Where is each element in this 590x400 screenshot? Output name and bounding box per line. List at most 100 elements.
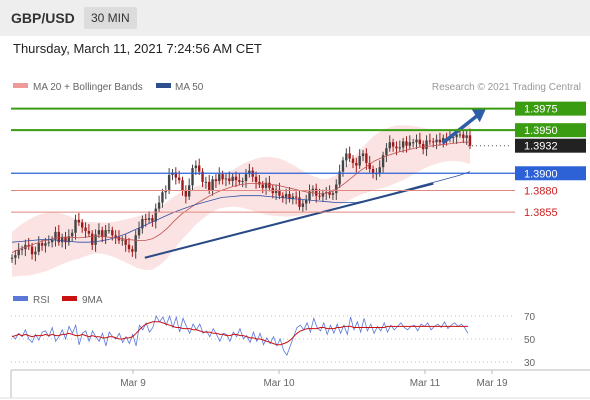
candle-body bbox=[87, 231, 91, 234]
candle-body bbox=[321, 193, 325, 197]
candle-body bbox=[318, 195, 321, 197]
candle-body bbox=[415, 139, 418, 143]
candle-body bbox=[358, 156, 361, 166]
candle-body bbox=[131, 249, 134, 252]
candle-body bbox=[355, 162, 358, 166]
candle-body bbox=[308, 191, 311, 200]
candle-body bbox=[345, 153, 348, 161]
pair-title: GBP/USD bbox=[11, 10, 75, 26]
candle-body bbox=[368, 162, 371, 169]
candle-body bbox=[157, 202, 161, 209]
candle-body bbox=[208, 181, 211, 191]
chart-datetime: Thursday, March 11, 2021 7:24:56 AM CET bbox=[13, 41, 262, 56]
candle-body bbox=[438, 139, 442, 143]
current-price-tag bbox=[515, 138, 586, 153]
candle-body bbox=[137, 228, 141, 236]
candle-body bbox=[401, 141, 405, 148]
ma50-legend-label: MA 50 bbox=[175, 82, 204, 93]
timeframe-badge[interactable]: 30 MIN bbox=[84, 7, 137, 29]
support-tag bbox=[515, 166, 586, 181]
candle-body bbox=[151, 218, 154, 222]
candle-body bbox=[194, 165, 198, 169]
level-lines: 1.3975 1.3950 1.3932 1.3900 1.3880 1.3855 bbox=[11, 101, 586, 219]
candle-body bbox=[298, 197, 301, 207]
x-axis-ticks: Mar 9 Mar 10 Mar 11 Mar 19 bbox=[120, 370, 508, 389]
candle-body bbox=[184, 190, 188, 197]
rsi-ma-legend-swatch bbox=[62, 296, 77, 301]
forecast-arrow-head bbox=[471, 109, 486, 123]
bollinger-band bbox=[12, 123, 470, 277]
candle-body bbox=[341, 160, 345, 172]
candle-body bbox=[331, 193, 335, 195]
candle-body bbox=[385, 148, 388, 156]
candle-body bbox=[234, 176, 238, 181]
rsi-plot: 70 50 30 bbox=[11, 312, 536, 369]
candle-body bbox=[107, 230, 111, 232]
chart-header: GBP/USD 30 MIN bbox=[0, 0, 590, 36]
candle-body bbox=[144, 218, 147, 220]
candle-body bbox=[268, 182, 271, 188]
candle-body bbox=[181, 180, 184, 191]
candle-body bbox=[67, 236, 71, 243]
candle-body bbox=[10, 257, 14, 259]
candle-body bbox=[294, 196, 298, 198]
rsi-tick-label: 30 bbox=[524, 358, 536, 369]
candle-body bbox=[395, 146, 398, 149]
candle-body bbox=[391, 142, 395, 147]
candle-body bbox=[198, 165, 201, 172]
candle-body bbox=[94, 234, 97, 245]
candle-body bbox=[425, 140, 428, 150]
candle-body bbox=[244, 174, 248, 182]
candle-body bbox=[348, 153, 351, 159]
candle-body bbox=[201, 171, 204, 182]
candle-body bbox=[117, 237, 121, 241]
candle-body bbox=[141, 218, 144, 229]
forecast-arrow-shaft bbox=[441, 113, 479, 145]
rsi-ma-line bbox=[11, 321, 468, 346]
candle-body bbox=[91, 233, 94, 245]
candle-body bbox=[70, 232, 74, 237]
candle-body bbox=[60, 237, 64, 243]
candle-body bbox=[284, 193, 288, 198]
resistance-tag bbox=[515, 101, 586, 116]
weak-support-label: 1.3880 bbox=[524, 186, 558, 198]
candle-body bbox=[258, 181, 261, 185]
ma-bollinger-legend-label: MA 20 + Bollinger Bands bbox=[33, 82, 143, 93]
candle-body bbox=[224, 178, 228, 180]
candle-body bbox=[301, 203, 305, 207]
candle-body bbox=[288, 193, 291, 200]
rsi-tick-label: 50 bbox=[524, 335, 536, 346]
candle-body bbox=[134, 235, 137, 252]
candle-body bbox=[231, 176, 234, 182]
candle-body bbox=[458, 134, 462, 136]
candle-body bbox=[378, 167, 381, 174]
candle-body bbox=[218, 174, 221, 182]
candle-body bbox=[468, 135, 472, 146]
rsi-tick-label: 70 bbox=[524, 312, 536, 323]
candle-body bbox=[84, 227, 87, 232]
candle-body bbox=[408, 142, 412, 146]
candle-body bbox=[432, 141, 435, 143]
candle-body bbox=[264, 182, 268, 188]
candle-body bbox=[365, 153, 368, 163]
candle-body bbox=[398, 147, 401, 149]
candle-body bbox=[435, 139, 438, 143]
candle-body bbox=[351, 158, 355, 163]
rsi-legend-swatch bbox=[13, 296, 28, 301]
candle-body bbox=[14, 255, 17, 258]
candle-body bbox=[241, 181, 244, 183]
candle-body bbox=[291, 196, 295, 200]
candle-body bbox=[191, 168, 194, 186]
candle-body bbox=[248, 170, 251, 175]
rsi-ma-legend-label: 9MA bbox=[82, 295, 103, 306]
candle-body bbox=[442, 137, 445, 143]
candle-body bbox=[154, 208, 157, 222]
x-tick-label: Mar 19 bbox=[476, 378, 508, 389]
candle-body bbox=[77, 219, 81, 223]
candle-body bbox=[315, 188, 318, 196]
candle-body bbox=[127, 244, 131, 250]
candle-body bbox=[388, 142, 391, 149]
candle-body bbox=[465, 135, 468, 138]
candle-body bbox=[114, 235, 117, 238]
